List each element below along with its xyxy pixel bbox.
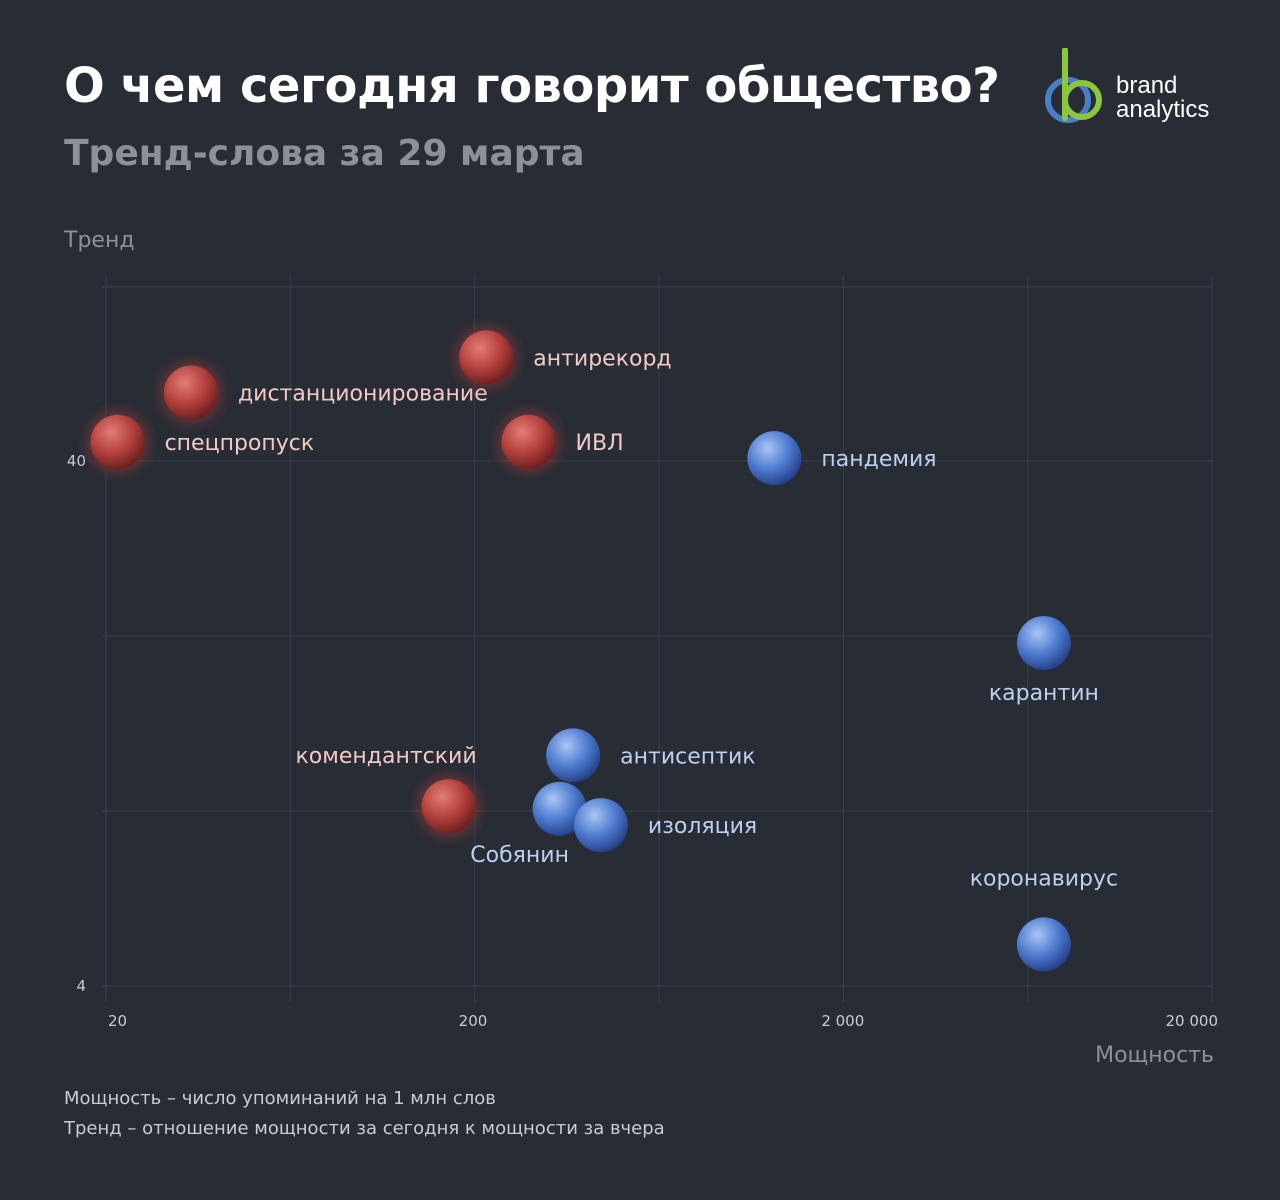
data-point-marker [163, 365, 218, 420]
y-tick-label: 40 [67, 452, 86, 470]
data-point-label: дистанционирование [238, 382, 488, 407]
page-title: О чем сегодня говорит общество? [64, 58, 1000, 114]
data-point: Собянин [470, 781, 587, 868]
x-tick-label: 2 000 [821, 1012, 864, 1030]
data-point-label: ИВЛ [576, 431, 624, 456]
data-point-marker [1016, 616, 1071, 671]
logo-text-brand: brand [1116, 72, 1178, 99]
y-axis-label: Тренд [64, 228, 135, 253]
data-point-marker [421, 779, 476, 834]
data-point: комендантский [296, 744, 480, 838]
data-point-label: коронавирус [970, 866, 1118, 891]
logo-text: brand analytics [1116, 74, 1209, 122]
data-point: ИВЛ [497, 410, 624, 473]
data-point-marker [501, 414, 556, 469]
brand-analytics-logo-icon [1045, 47, 1102, 123]
scatter-chart: 20 200 2 000 20 000 4 40 спецпропуск дистанцио… [67, 276, 1219, 1030]
x-tick-label: 20 000 [1166, 1012, 1219, 1030]
chart-notes: Мощность – число упоминаний на 1 млн сло… [64, 1084, 665, 1144]
data-point: изоляция [573, 798, 757, 853]
note-trend: Тренд – отношение мощности за сегодня к … [64, 1118, 665, 1139]
data-point: дистанционирование [159, 361, 488, 424]
data-point-label: изоляция [648, 814, 757, 839]
data-point-marker [459, 330, 514, 385]
data-point-marker [747, 431, 802, 486]
data-point-marker [573, 798, 628, 853]
data-point-label: антирекорд [533, 346, 671, 371]
data-point-label: антисептик [620, 744, 755, 769]
data-point: спецпропуск [86, 410, 315, 473]
data-point: антирекорд [455, 326, 672, 389]
data-point-marker [546, 728, 601, 783]
data-point-marker [1016, 917, 1071, 972]
data-point-label: спецпропуск [165, 431, 315, 456]
data-point-marker [532, 781, 587, 836]
data-point: пандемия [747, 431, 936, 486]
data-point-label: комендантский [296, 744, 477, 769]
x-axis-label: Мощность [1095, 1043, 1214, 1068]
data-point-label: пандемия [821, 447, 936, 472]
x-tick-label: 20 [108, 1012, 127, 1030]
logo-text-analytics: analytics [1116, 96, 1210, 123]
data-point-label: карантин [989, 681, 1099, 706]
brand-logo: brand analytics [1044, 47, 1234, 132]
data-point: антисептик [546, 728, 756, 783]
y-tick-label: 4 [76, 977, 86, 995]
data-point-label: Собянин [470, 843, 569, 868]
x-tick-label: 200 [459, 1012, 488, 1030]
data-point-marker [90, 414, 145, 469]
note-power: Мощность – число упоминаний на 1 млн сло… [64, 1088, 496, 1109]
data-point: коронавирус [970, 866, 1118, 972]
page-subtitle: Тренд-слова за 29 марта [64, 133, 585, 174]
data-point: карантин [989, 616, 1099, 706]
